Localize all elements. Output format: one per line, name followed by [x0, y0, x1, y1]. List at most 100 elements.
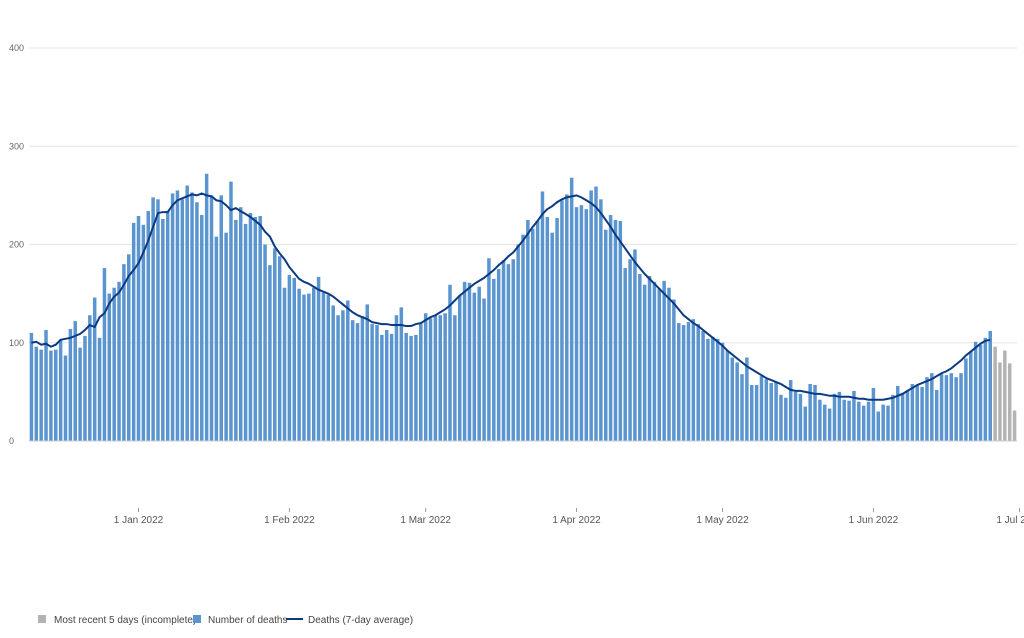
- bar-deaths: [526, 219, 530, 441]
- bar-deaths: [214, 236, 219, 441]
- bar-deaths: [764, 379, 769, 441]
- bar-deaths: [900, 392, 905, 441]
- bar-deaths: [161, 218, 165, 441]
- bar-deaths: [248, 213, 253, 441]
- bar-deaths: [58, 339, 63, 441]
- y-tick-label: 300: [9, 141, 24, 151]
- bar-deaths: [97, 337, 102, 441]
- x-tick-label: 1 Jul 2022: [996, 515, 1024, 526]
- bar-deaths: [78, 347, 82, 441]
- y-tick-label: 400: [9, 43, 24, 53]
- bar-deaths: [545, 216, 550, 441]
- bar-deaths: [307, 293, 311, 442]
- bar-deaths: [448, 284, 452, 441]
- y-axis-ticks: 0 100 200 300 400: [9, 43, 24, 446]
- bar-incomplete: [1012, 410, 1017, 441]
- bar-deaths: [83, 335, 87, 441]
- bar-deaths: [823, 404, 827, 441]
- bar-deaths: [730, 357, 735, 441]
- bar-deaths: [477, 286, 481, 441]
- bar-deaths: [375, 325, 379, 441]
- bar-incomplete: [998, 362, 1002, 441]
- bar-deaths: [910, 384, 915, 441]
- bar-deaths: [302, 294, 306, 441]
- bar-deaths: [837, 391, 842, 442]
- bar-deaths: [63, 355, 68, 441]
- bar-deaths: [959, 373, 963, 441]
- legend-label-incomplete: Most recent 5 days (incomplete): [54, 615, 196, 626]
- bar-deaths: [934, 389, 939, 441]
- bar-deaths: [287, 274, 292, 441]
- bar-deaths: [414, 334, 418, 441]
- bar-deaths: [136, 216, 141, 441]
- x-tick-label: 1 Mar 2022: [400, 515, 451, 526]
- bar-deaths: [852, 390, 856, 441]
- bar-deaths: [725, 350, 730, 441]
- bar-deaths: [277, 256, 282, 441]
- legend-swatch-incomplete: [38, 615, 46, 623]
- bar-deaths: [39, 349, 43, 441]
- bar-deaths: [866, 401, 871, 441]
- x-tick-label: 1 Jan 2022: [114, 515, 164, 526]
- bar-deaths: [735, 362, 739, 441]
- bar-deaths: [876, 411, 881, 441]
- bar-deaths: [516, 244, 520, 441]
- bar-deaths: [438, 315, 443, 441]
- bar-deaths: [623, 268, 627, 441]
- bar-deaths: [297, 288, 301, 441]
- bar-deaths: [49, 350, 53, 441]
- bar-deaths: [740, 374, 744, 441]
- bar-deaths: [813, 385, 817, 441]
- bar-deaths: [253, 216, 258, 441]
- bar-deaths: [326, 294, 331, 441]
- bar-deaths: [535, 220, 540, 441]
- bar-deaths: [628, 259, 632, 441]
- bar-deaths: [969, 351, 973, 441]
- bar-deaths: [681, 325, 686, 441]
- bar-deaths: [224, 232, 228, 441]
- bar-deaths: [978, 344, 983, 441]
- bar-deaths: [409, 335, 413, 441]
- bar-deaths: [496, 269, 501, 441]
- bar-deaths: [204, 173, 209, 441]
- bar-deaths: [433, 315, 438, 441]
- bar-deaths: [443, 313, 447, 441]
- bar-deaths: [599, 199, 603, 441]
- bar-deaths: [920, 386, 924, 441]
- bar-deaths: [331, 305, 335, 441]
- y-tick-label: 0: [9, 436, 14, 446]
- bar-deaths: [779, 394, 783, 441]
- bar-deaths: [642, 284, 647, 441]
- legend-label-average: Deaths (7-day average): [308, 615, 413, 626]
- bar-deaths: [311, 287, 316, 441]
- bar-deaths: [165, 211, 170, 441]
- bar-deaths: [784, 397, 788, 441]
- bar-deaths: [847, 400, 851, 441]
- x-tick-label: 1 May 2022: [696, 515, 749, 526]
- bar-deaths: [492, 278, 496, 441]
- bar-deaths: [662, 280, 666, 441]
- bar-deaths: [336, 315, 340, 441]
- bar-deaths: [394, 315, 399, 441]
- bar-deaths: [399, 307, 404, 441]
- bar-deaths: [706, 338, 710, 441]
- bar-deaths: [472, 292, 477, 441]
- bar-deaths: [891, 394, 895, 441]
- bar-deaths: [370, 324, 374, 441]
- bar-deaths: [676, 323, 681, 441]
- bar-deaths: [501, 260, 506, 441]
- bar-deaths: [419, 323, 423, 441]
- bar-deaths: [754, 385, 759, 441]
- bar-deaths: [355, 323, 360, 441]
- bar-deaths: [798, 393, 803, 441]
- bar-deaths: [579, 205, 584, 441]
- bar-deaths: [793, 391, 798, 442]
- legend-item-average: Deaths (7-day average): [286, 615, 413, 626]
- bar-deaths: [350, 320, 355, 441]
- legend-swatch-deaths: [193, 615, 201, 623]
- bar-deaths: [107, 293, 112, 442]
- bar-deaths: [200, 215, 204, 441]
- bar-deaths: [404, 332, 408, 441]
- bar-deaths: [68, 329, 73, 441]
